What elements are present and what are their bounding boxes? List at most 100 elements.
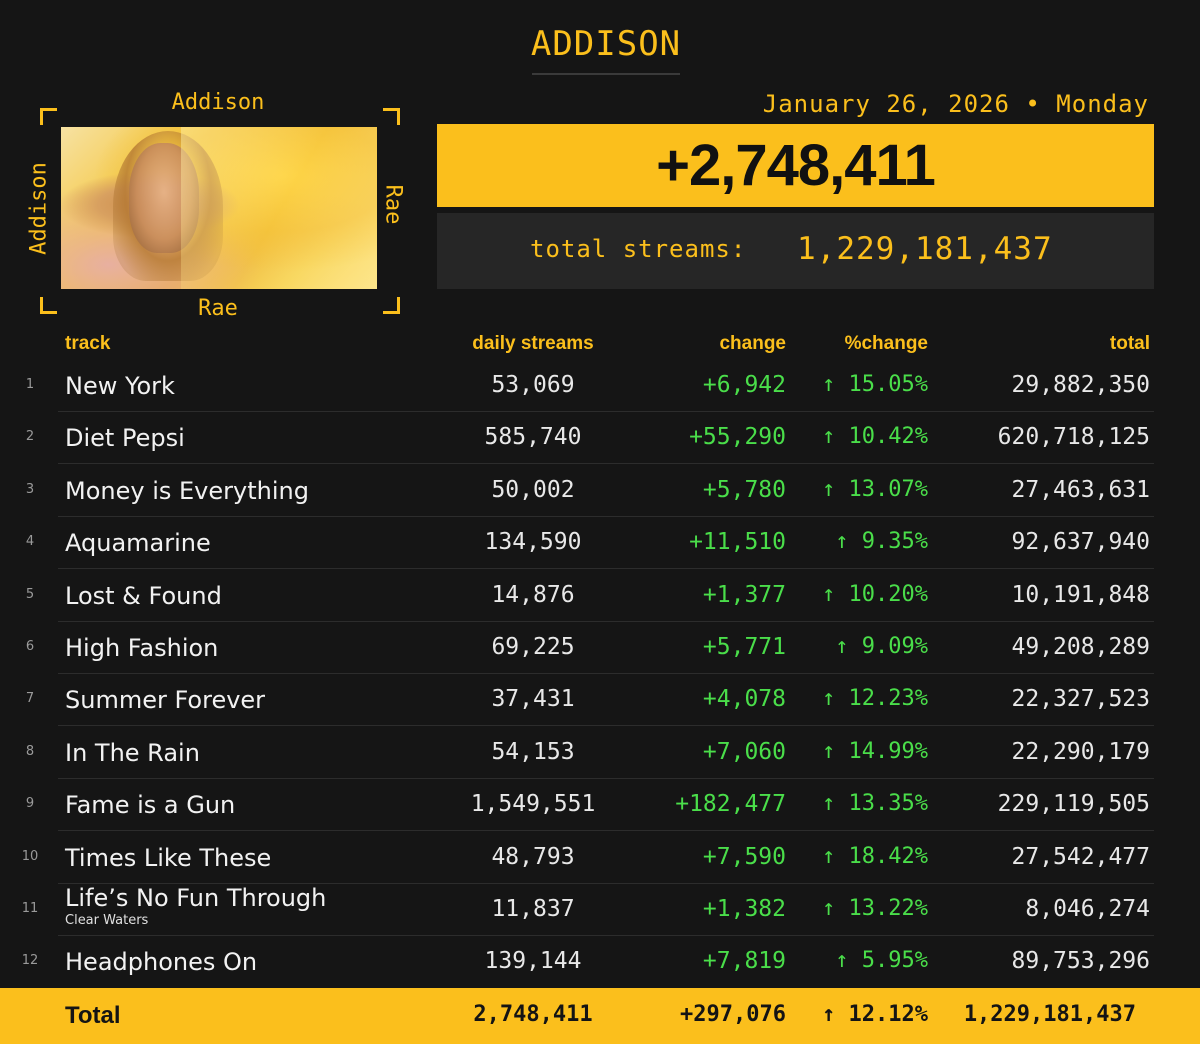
total-streams-panel: total streams: 1,229,181,437	[437, 213, 1154, 289]
track-pct-change: ↑ 12.23%	[822, 686, 928, 712]
totals-row: Total 2,748,411 +297,076 ↑ 12.12% 1,229,…	[0, 988, 1200, 1044]
track-name: Life’s No Fun Through	[65, 884, 327, 912]
table-row: 3 Money is Everything 50,002 +5,780 ↑ 13.07%…	[0, 465, 1200, 517]
row-divider	[58, 935, 1154, 936]
track-pct-change: ↑ 13.07%	[822, 476, 928, 502]
track-pct-change: ↑ 14.99%	[822, 738, 928, 764]
frame-label-top: Addison	[171, 90, 265, 115]
daily-streams-value: +2,748,411	[656, 133, 936, 198]
table-row: 11 Life’s No Fun Through Clear Waters 11,83…	[0, 884, 1200, 936]
track-pct-change: ↑ 15.05%	[822, 372, 928, 397]
totals-daily: 2,748,411	[473, 1002, 593, 1027]
track-rank: 7	[25, 691, 35, 707]
table-row: 10 Times Like These 48,793 +7,590 ↑ 18.42% 27…	[0, 832, 1200, 884]
track-daily-streams: 37,431	[491, 686, 575, 713]
track-change: +6,942	[702, 372, 786, 398]
track-total: 29,882,350	[1011, 372, 1150, 398]
track-total: 22,327,523	[1011, 686, 1150, 713]
title-underline	[532, 73, 680, 75]
track-change: +55,290	[689, 424, 786, 451]
track-rank: 8	[25, 743, 35, 759]
track-daily-streams: 48,793	[491, 843, 575, 870]
track-change: +182,477	[675, 791, 786, 818]
track-subtitle: Clear Waters	[65, 913, 149, 928]
frame-corner	[383, 108, 400, 125]
row-divider	[58, 463, 1154, 465]
totals-total: 1,229,181,437	[963, 1002, 1136, 1027]
table-row: 12 Headphones On 139,144 +7,819 ↑ 5.95% 89,75…	[0, 936, 1200, 988]
track-total: 49,208,289	[1011, 634, 1150, 660]
track-name: Times Like These	[65, 843, 272, 872]
track-daily-streams: 50,002	[491, 476, 575, 503]
track-rank: 4	[25, 534, 35, 550]
track-daily-streams: 69,225	[491, 634, 575, 660]
totals-label: Total	[65, 1002, 121, 1029]
frame-corner	[40, 108, 57, 125]
track-change: +5,771	[702, 634, 786, 660]
track-name: New York	[65, 372, 175, 400]
frame-label-bottom: Rae	[198, 296, 238, 321]
track-change: +4,078	[702, 686, 786, 713]
row-divider	[58, 777, 1154, 779]
track-total: 27,463,631	[1011, 476, 1150, 503]
track-rank: 11	[21, 901, 39, 916]
frame-corner	[383, 297, 400, 314]
table-row: 7 Summer Forever 37,431 +4,078 ↑ 12.23% 22,32…	[0, 674, 1200, 727]
track-total: 8,046,274	[1025, 896, 1150, 922]
track-rank: 6	[25, 639, 35, 654]
track-pct-change: ↑ 5.95%	[835, 948, 928, 974]
track-change: +1,377	[702, 581, 786, 608]
track-total: 620,718,125	[997, 424, 1150, 451]
track-pct-change: ↑ 9.09%	[835, 634, 928, 659]
track-rank: 9	[25, 796, 35, 812]
track-total: 229,119,505	[997, 791, 1150, 818]
track-daily-streams: 1,549,551	[470, 791, 596, 818]
track-name: Aquamarine	[65, 529, 211, 558]
track-pct-change: ↑ 13.35%	[822, 791, 928, 817]
table-header: track daily streams change %change total	[0, 333, 1200, 357]
track-daily-streams: 53,069	[491, 372, 575, 398]
table-row: 4 Aquamarine 134,590 +11,510 ↑ 9.35% 92,637,9…	[0, 517, 1200, 570]
track-total: 10,191,848	[1011, 581, 1150, 608]
track-pct-change: ↑ 10.20%	[822, 581, 928, 607]
totals-pct: ↑ 12.12%	[822, 1002, 928, 1027]
track-daily-streams: 139,144	[484, 948, 582, 975]
table-row: 1 New York 53,069 +6,942 ↑ 15.05% 29,882,350	[0, 360, 1200, 412]
row-divider	[58, 725, 1154, 727]
artist-photo	[61, 127, 377, 289]
row-divider	[58, 620, 1154, 622]
column-header-pct: %change	[844, 333, 928, 354]
column-header-total: total	[1109, 333, 1150, 354]
frame-corner	[40, 297, 57, 314]
date-line: January 26, 2026 • Monday	[762, 90, 1149, 118]
artist-photo-frame: Addison Rae Addison Rae	[27, 90, 406, 321]
table-row: 2 Diet Pepsi 585,740 +55,290 ↑ 10.42% 620,718…	[0, 412, 1200, 465]
track-change: +5,780	[702, 476, 786, 503]
track-name: Summer Forever	[65, 686, 266, 715]
track-total: 22,290,179	[1011, 738, 1150, 765]
table-row: 5 Lost & Found 14,876 +1,377 ↑ 10.20% 10,191,…	[0, 570, 1200, 622]
row-divider	[58, 411, 1154, 412]
artist-title: ADDISON	[530, 24, 682, 64]
row-divider	[58, 830, 1154, 832]
row-divider	[58, 882, 1154, 884]
table-row: 8 In The Rain 54,153 +7,060 ↑ 14.99% 22,290,1…	[0, 727, 1200, 779]
total-streams-value: 1,229,181,437	[797, 231, 1053, 267]
track-pct-change: ↑ 18.42%	[822, 843, 928, 869]
track-rank: 1	[25, 377, 35, 392]
row-divider	[58, 673, 1154, 674]
column-header-daily: daily streams	[472, 333, 594, 354]
row-divider	[58, 568, 1154, 570]
track-change: +7,590	[702, 843, 786, 870]
track-total: 27,542,477	[1011, 843, 1150, 870]
track-pct-change: ↑ 10.42%	[822, 424, 928, 450]
track-rank: 10	[21, 848, 39, 864]
track-daily-streams: 11,837	[491, 896, 575, 922]
track-total: 92,637,940	[1011, 529, 1150, 556]
row-divider	[58, 515, 1154, 517]
track-change: +7,060	[702, 738, 786, 765]
track-change: +7,819	[702, 948, 786, 975]
track-daily-streams: 585,740	[484, 424, 582, 451]
frame-label-right: Rae	[380, 184, 406, 225]
column-header-change: change	[719, 333, 786, 354]
